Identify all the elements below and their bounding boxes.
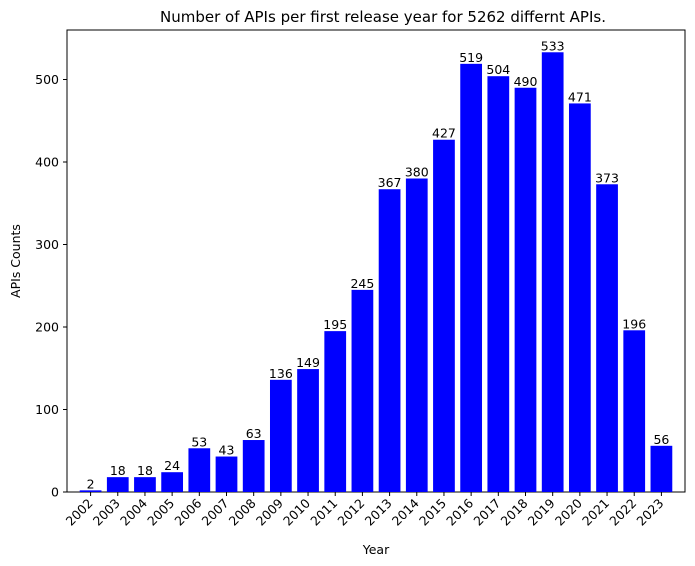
bar-value-label: 533 bbox=[541, 38, 565, 53]
bar-value-label: 2 bbox=[87, 476, 95, 491]
bar-value-label: 149 bbox=[296, 355, 320, 370]
bar-value-label: 367 bbox=[378, 175, 402, 190]
bar-2004 bbox=[134, 477, 156, 492]
bar-value-label: 490 bbox=[514, 74, 538, 89]
bar-value-label: 53 bbox=[191, 434, 207, 449]
x-tick-label: 2015 bbox=[416, 496, 449, 529]
y-tick-label: 400 bbox=[35, 155, 59, 170]
bar-value-label: 63 bbox=[246, 426, 262, 441]
x-tick-label: 2007 bbox=[199, 496, 232, 529]
x-tick-label: 2022 bbox=[606, 496, 639, 529]
bar-2015 bbox=[433, 139, 455, 492]
bar-value-label: 18 bbox=[137, 463, 153, 478]
bar-2006 bbox=[188, 448, 211, 492]
plot-frame bbox=[66, 29, 686, 493]
y-tick-label: 500 bbox=[35, 72, 59, 87]
x-tick-label: 2014 bbox=[389, 495, 422, 528]
bar-value-label: 43 bbox=[219, 443, 235, 458]
x-tick-label: 2004 bbox=[117, 495, 150, 528]
x-tick-label: 2019 bbox=[525, 495, 558, 528]
bar-2010 bbox=[297, 369, 319, 492]
bar-2022 bbox=[623, 330, 646, 492]
bar-value-label: 504 bbox=[486, 62, 510, 77]
bar-value-label: 380 bbox=[405, 165, 429, 180]
bar-2005 bbox=[161, 472, 184, 492]
bar-value-label: 136 bbox=[269, 366, 293, 381]
bar-value-label: 24 bbox=[164, 458, 180, 473]
x-axis-title: Year bbox=[362, 542, 390, 557]
bar-2021 bbox=[596, 184, 618, 492]
bar-value-label: 245 bbox=[350, 276, 374, 291]
bar-2019 bbox=[541, 52, 564, 493]
x-tick-label: 2017 bbox=[470, 496, 503, 529]
bar-2023 bbox=[650, 445, 673, 492]
bar-value-label: 373 bbox=[595, 170, 619, 185]
bar-2020 bbox=[568, 103, 591, 493]
bar-2003 bbox=[106, 477, 129, 492]
bar-value-label: 195 bbox=[323, 317, 347, 332]
x-tick-label: 2016 bbox=[443, 495, 476, 528]
bar-2017 bbox=[487, 76, 510, 492]
x-tick-label: 2006 bbox=[171, 495, 204, 528]
bar-2008 bbox=[242, 440, 265, 492]
bar-value-label: 427 bbox=[432, 126, 456, 141]
y-tick-label: 100 bbox=[35, 402, 59, 417]
x-tick-label: 2009 bbox=[253, 495, 286, 528]
bar-2002 bbox=[79, 490, 102, 492]
bar-2009 bbox=[269, 379, 292, 492]
y-axis-title: APIs Counts bbox=[8, 224, 23, 298]
x-tick-label: 2010 bbox=[280, 495, 313, 528]
bar-2013 bbox=[378, 189, 401, 492]
x-tick-label: 2018 bbox=[498, 495, 531, 528]
y-tick-label: 200 bbox=[35, 320, 59, 335]
x-tick-label: 2012 bbox=[334, 496, 367, 529]
x-tick-label: 2003 bbox=[90, 496, 123, 529]
bar-2011 bbox=[324, 331, 347, 492]
bar-value-label: 196 bbox=[622, 316, 646, 331]
y-tick-label: 300 bbox=[35, 237, 59, 252]
bar-value-label: 56 bbox=[653, 432, 669, 447]
chart-title: Number of APIs per first release year fo… bbox=[160, 8, 606, 26]
x-tick-label: 2002 bbox=[63, 496, 96, 529]
x-tick-label: 2013 bbox=[362, 496, 395, 529]
bar-value-label: 471 bbox=[568, 89, 592, 104]
x-tick-label: 2005 bbox=[144, 496, 177, 529]
x-tick-label: 2011 bbox=[307, 496, 340, 529]
bar-value-label: 519 bbox=[459, 50, 483, 65]
bar-2016 bbox=[460, 63, 483, 492]
x-tick-label: 2021 bbox=[579, 496, 612, 529]
bar-2012 bbox=[351, 289, 374, 492]
x-tick-label: 2020 bbox=[552, 495, 585, 528]
bar-value-label: 18 bbox=[110, 463, 126, 478]
bar-2018 bbox=[514, 87, 537, 492]
x-tick-label: 2023 bbox=[633, 496, 666, 529]
x-tick-label: 2008 bbox=[226, 495, 259, 528]
bar-2007 bbox=[215, 456, 238, 492]
plot-area: 0 100 200 300 400 500 2 2002 18 2003 18 2004 24 2005 5… bbox=[35, 29, 686, 529]
y-tick-label: 0 bbox=[51, 485, 59, 500]
bar-2014 bbox=[405, 178, 428, 492]
